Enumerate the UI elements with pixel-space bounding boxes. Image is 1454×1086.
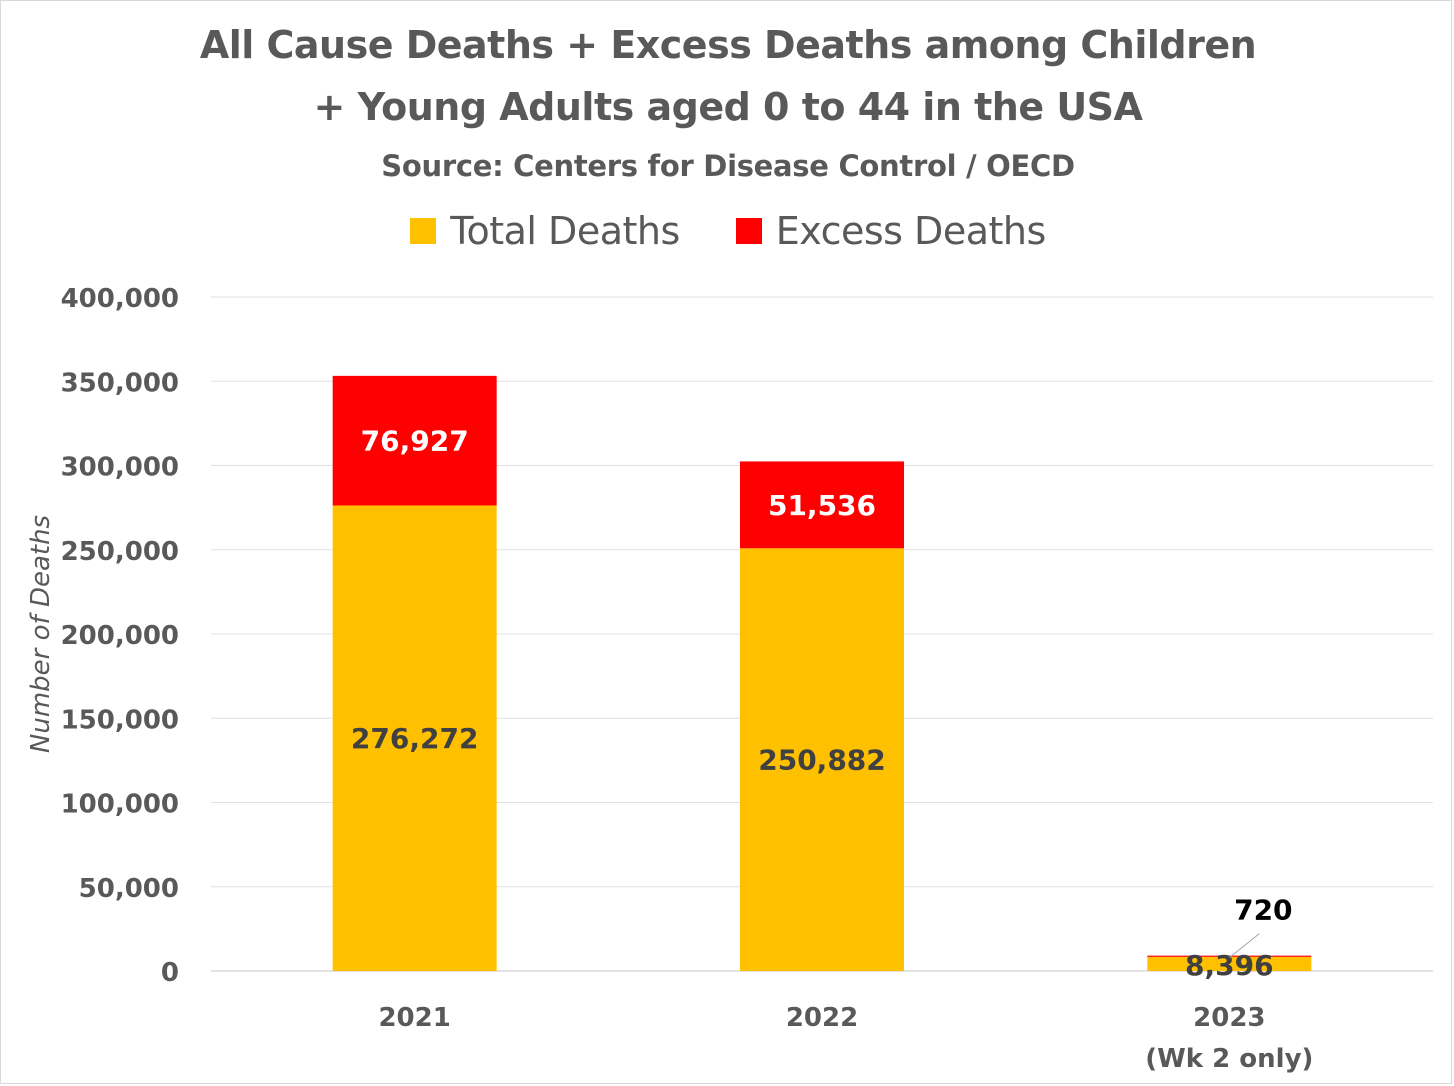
callout-leader-line [1229,933,1260,959]
y-tick-label: 300,000 [61,453,179,483]
y-axis-label: Number of Deaths [26,515,56,753]
legend-swatch-total-deaths [410,218,437,244]
y-tick-label: 200,000 [61,621,179,651]
data-label-excess-deaths: 76,927 [361,425,469,458]
data-label-excess-deaths: 720 [1234,894,1292,927]
chart-title: All Cause Deaths + Excess Deaths among C… [199,23,1257,67]
y-tick-label: 100,000 [61,790,179,820]
legend-item-total-deaths: Total Deaths [410,209,680,253]
legend-swatch-excess-deaths [735,218,762,244]
legend-label-total-deaths: Total Deaths [450,209,680,253]
y-tick-label: 350,000 [61,368,179,398]
data-label-total-deaths: 8,396 [1185,949,1274,982]
bar-excess-deaths-2022 [740,461,904,549]
legend-item-excess-deaths: Excess Deaths [735,209,1046,253]
legend-label-excess-deaths: Excess Deaths [775,209,1046,253]
data-labels: 276,272 76,927 250,882 51,536 8,396 720 [351,425,1293,982]
chart-subtitle: Source: Centers for Disease Control / OE… [381,149,1075,183]
y-tick-label: 0 [161,958,179,988]
chart-title-line-2: + Young Adults aged 0 to 44 in the USA [313,85,1143,129]
y-tick-label: 400,000 [61,284,179,314]
data-label-total-deaths: 250,882 [758,744,886,777]
bar-total-deaths-2023 [1147,956,1312,971]
bars [332,375,1312,971]
bar-total-deaths-2022 [740,548,904,971]
y-tick-label: 150,000 [61,705,179,735]
bar-excess-deaths-2021 [332,375,497,506]
data-label-excess-deaths: 51,536 [768,489,876,522]
y-tick-label: 250,000 [61,537,179,567]
data-label-total-deaths: 276,272 [351,722,479,755]
chart-legend: Total Deaths Excess Deaths [1,209,1454,253]
bar-total-deaths-2021 [332,505,497,971]
bar-excess-deaths-2023 [1147,955,1312,957]
x-tick-sublabel: (Wk 2 only) [1145,1044,1313,1074]
x-tick-label: 2022 [786,1003,858,1033]
y-tick-label: 50,000 [79,874,179,904]
y-axis-ticks: 0 50,000 100,000 150,000 200,000 250,000 300,0… [61,284,179,988]
x-axis-ticks: 2021 2022 2023 (Wk 2 only) [378,1003,1313,1074]
x-tick-label: 2021 [378,1003,450,1033]
x-tick-label: 2023 [1193,1003,1265,1033]
